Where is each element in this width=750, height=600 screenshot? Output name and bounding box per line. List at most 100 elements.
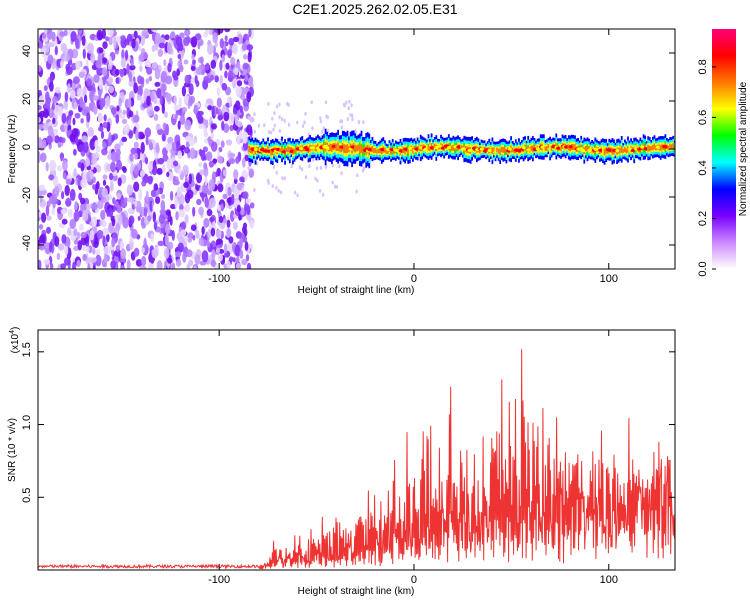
spectrogram-noise-cell [345, 100, 348, 105]
snr-panel: -100 0 100 0.5 1.0 1.5 Height of straight lin… [7, 327, 676, 597]
spectrogram-noise-cell [76, 87, 83, 98]
spectrogram-noise-cell [137, 85, 143, 97]
spectrogram-noise-cell [105, 195, 110, 203]
spectrogram-noise-cell [217, 183, 224, 193]
spectrogram-noise-cell [154, 43, 159, 51]
spectrogram-noise-cell [54, 45, 58, 56]
spectrogram-signal-cell [648, 145, 651, 152]
spectrogram-noise-cell [131, 203, 135, 210]
spectrogram-noise-cell [67, 208, 73, 218]
spectrogram-noise-cell [144, 157, 149, 165]
spectrogram-noise-cell [351, 117, 354, 122]
spectrogram-noise-cell [120, 57, 126, 68]
spectrogram-noise-cell [107, 76, 113, 85]
spectrogram-noise-cell [269, 130, 273, 135]
spectrogram-noise-cell [119, 240, 125, 250]
spectrogram-noise-cell [287, 103, 290, 107]
spectrogram-noise-cell [273, 165, 276, 169]
spectrogram-signal-cell [625, 148, 628, 154]
spectrogram-noise-cell [38, 259, 42, 269]
spectrogram-noise-cell [156, 123, 161, 130]
spectrogram-signal-cell [533, 144, 536, 149]
spectrogram-noise-cell [60, 208, 67, 215]
spectrogram-noise-cell [191, 36, 198, 48]
spectrogram-noise-cell [217, 253, 223, 262]
spectrogram-signal-cell [408, 147, 411, 154]
spectrogram-signal-cell [371, 146, 374, 153]
spectrogram-noise-cell [157, 48, 164, 57]
spectrogram-noise-cell [95, 254, 102, 267]
spectrogram-peak-cell [339, 145, 345, 149]
spectrogram-noise-cell [121, 136, 128, 142]
spectrogram-noise-cell [183, 204, 191, 212]
spectrogram-noise-cell [155, 142, 160, 154]
spectrogram-noise-cell [321, 192, 325, 197]
spectrogram-noise-cell [139, 151, 145, 162]
spectrogram-noise-cell [296, 193, 299, 198]
spectrogram-noise-cell [50, 194, 58, 204]
spectrogram-peak-cell [281, 150, 287, 154]
colorbar-tick-label: 0.0 [697, 261, 709, 276]
spectrogram-noise-cell [219, 38, 224, 49]
spectrogram-noise-cell [340, 119, 344, 124]
spectrogram-noise-cell [300, 167, 304, 172]
spectrogram-noise-cell [111, 151, 118, 163]
spectrogram-noise-cell [105, 233, 110, 243]
spectrogram-peak-cell [598, 148, 604, 152]
page-title: C2E1.2025.262.02.05.E31 [292, 1, 458, 17]
spectrogram-noise-cell [102, 179, 107, 186]
spectrogram-signal-cell [511, 147, 514, 153]
spectrogram-noise-cell [64, 184, 70, 197]
spectrogram-noise-cell [150, 92, 155, 102]
spectrogram-noise-cell [205, 119, 209, 129]
spectrogram-noise-cell [177, 120, 181, 130]
spectrogram-noise-cell [141, 180, 147, 187]
spectrogram-noise-cell [319, 166, 323, 170]
snr-line-group [38, 349, 675, 570]
spectrogram-noise-cell [195, 229, 200, 239]
spectrogram-noise-cell [48, 174, 55, 181]
spectrogram-noise-cell [248, 168, 255, 178]
spectrogram-noise-cell [153, 113, 159, 121]
spectrogram-noise-cell [57, 243, 65, 251]
spectrogram-peak-cell [298, 146, 304, 150]
spectrogram-noise-cell [44, 243, 51, 249]
spectrogram-noise-cell [243, 54, 248, 60]
spectrogram-noise-cell [60, 42, 68, 53]
spectrogram-noise-cell [135, 128, 139, 141]
spectrogram-peak-cell [398, 149, 404, 153]
spectrogram-noise-cell [226, 96, 231, 104]
spectrogram-noise-cell [159, 94, 163, 105]
spectrogram-signal-cell [385, 149, 388, 154]
spectrogram-noise-cell [347, 106, 350, 111]
spectrogram-signal-cell [547, 144, 550, 149]
spectrogram-noise-cell [132, 114, 140, 123]
spectrogram-signal-cell [317, 143, 319, 150]
spectrogram-noise-cell [110, 107, 117, 115]
spectrogram-noise-cell [165, 93, 172, 103]
spectrogram-noise-cell [120, 265, 125, 269]
spectrogram-noise-cell [115, 244, 121, 252]
spectrogram-noise-cell [151, 61, 158, 69]
spectrogram-noise-cell [97, 114, 104, 124]
spectrogram-noise-cell [287, 122, 291, 127]
spectrogram-noise-cell [46, 226, 51, 234]
spectrogram-noise-cell [277, 188, 280, 193]
spectrogram-noise-cell [231, 43, 239, 55]
colorbar-ticks: 0.0 0.2 0.4 0.6 0.8 [697, 59, 716, 277]
spectrogram-noise-cell [98, 47, 104, 53]
spectrogram-noise-cell [164, 111, 168, 118]
spectrogram-noise-cell [226, 260, 231, 269]
spectrogram-noise-cell [112, 197, 116, 205]
x-tick-label: 100 [600, 574, 618, 586]
spectrogram-noise-cell [237, 33, 243, 45]
spectrogram-noise-cell [207, 228, 212, 238]
spectrogram-noise-cell [140, 133, 146, 140]
spectrogram-noise-cell [183, 36, 190, 47]
spectrogram-noise-cell [301, 124, 305, 129]
spectrogram-noise-cell [149, 200, 153, 212]
spectrogram-noise-cell [205, 98, 213, 105]
spectrogram-noise-cell [140, 34, 146, 46]
spectrogram-noise-cell [154, 68, 161, 80]
spectrogram-noise-cell [230, 210, 235, 223]
